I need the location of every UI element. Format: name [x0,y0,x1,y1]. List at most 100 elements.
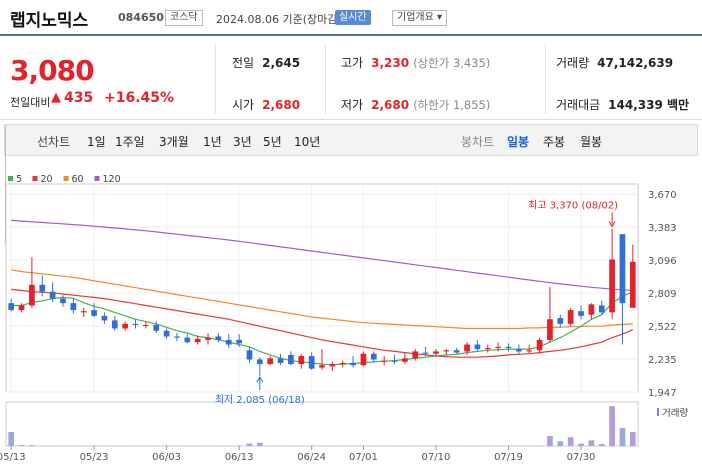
candle-body [557,318,563,324]
candle-body [599,305,605,312]
max-annotation: 최고 3,370 (08/02) [528,199,618,211]
up-arrow-icon: ▲ [51,90,61,105]
candle-body [112,320,118,328]
candle-body [29,285,35,306]
high-value: 3,230 [371,56,409,70]
candle-body [361,354,367,365]
volume-bar [557,441,563,446]
period-5y[interactable]: 5년 [263,133,282,150]
candle-body [50,292,56,299]
volume-bar [8,432,14,446]
candle-body [506,347,512,348]
period-1y[interactable]: 1년 [203,133,222,150]
volume-label: 거래량 [662,407,688,419]
volume-bar [568,437,574,446]
candle-body [8,303,14,310]
candle-monthly[interactable]: 월봉 [580,133,602,150]
candle-body [402,358,408,361]
candle-chart-tab[interactable]: 봉차트 [461,133,494,150]
candle-body [443,350,449,351]
lower-limit: (하한가 1,855) [413,98,490,112]
company-info-dropdown[interactable]: 기업개요 ▾ [392,10,447,26]
candle-body [60,299,66,304]
candle-body [516,349,522,351]
x-tick-label: 06/13 [225,452,254,463]
candle-body [495,347,501,348]
candle-body [609,260,615,313]
candle-body [278,358,284,363]
candle-daily[interactable]: 일봉 [507,133,529,150]
high-label: 고가 [341,56,363,70]
volume-label: 거래량 [556,56,589,70]
stock-chart: 1,9472,2352,5222,8093,0963,3833,67005/13… [0,170,702,464]
volume-stat: 거래량 47,142,639 [556,54,673,71]
candle-body [184,338,190,343]
candle-body [423,353,429,354]
volume-bar [247,444,253,446]
x-tick-label: 07/10 [422,452,451,463]
candle-body [620,234,626,303]
divider [5,137,6,149]
volume-bar [19,445,25,446]
candle-body [350,363,356,365]
candle-body [236,340,242,343]
period-1w[interactable]: 1주일 [115,133,145,150]
volume-bar [257,443,263,446]
candle-body [433,351,439,353]
candle-weekly[interactable]: 주봉 [543,133,565,150]
volume-bar [29,445,35,446]
candle-body [164,331,170,337]
volume-value: 47,142,639 [597,56,673,70]
y-tick-label: 2,235 [648,355,677,366]
candle-body [319,365,325,367]
candle-body [122,324,128,329]
change-percent: +16.45% [104,90,174,106]
candle-body [464,345,470,352]
candle-body [247,350,253,359]
open-label: 시가 [232,98,254,112]
candle-body [392,361,398,362]
period-3m[interactable]: 3개월 [159,133,189,150]
volume-bar [547,436,553,446]
volume-bar [599,444,605,446]
candle-body [578,311,584,316]
open-value: 2,680 [262,98,300,112]
candle-body [485,348,491,349]
candle-body [143,325,149,326]
x-tick-label: 05/23 [80,452,109,463]
candle-body [412,351,418,358]
candle-body [195,339,201,342]
min-annotation: 최저 2,085 (06/18) [215,394,305,406]
x-tick-label: 07/30 [567,452,596,463]
realtime-button[interactable]: 실시간 [335,10,371,25]
market-badge: 코스닥 [165,10,203,26]
chart-toolbar: 선차트 1일 1주일 3개월 1년 3년 5년 10년 봉차트 일봉 주봉 월봉 [4,124,698,156]
legend-swatch [95,176,100,181]
divider [545,44,546,114]
period-1d[interactable]: 1일 [87,133,106,150]
legend-label: 60 [72,174,84,185]
line-chart-tab[interactable]: 선차트 [37,133,70,150]
x-tick-label: 07/19 [494,452,523,463]
prev-close-label: 전일 [232,56,254,70]
candle-body [39,285,45,292]
candle-body [70,303,76,310]
volume-bar [609,406,615,446]
legend-swatch [33,176,38,181]
period-3y[interactable]: 3년 [233,133,252,150]
change-amount: 435 [64,90,93,106]
change-label: 전일대비 [10,94,50,110]
x-tick-label: 07/01 [349,452,378,463]
candle-body [589,304,595,314]
y-tick-label: 3,096 [648,256,677,267]
candle-body [216,336,222,339]
x-tick-label: 05/13 [0,452,26,463]
divider [215,44,216,114]
open-price: 시가 2,680 [232,96,300,113]
candle-body [19,305,25,310]
candle-body [257,359,263,364]
period-10y[interactable]: 10년 [294,133,320,150]
